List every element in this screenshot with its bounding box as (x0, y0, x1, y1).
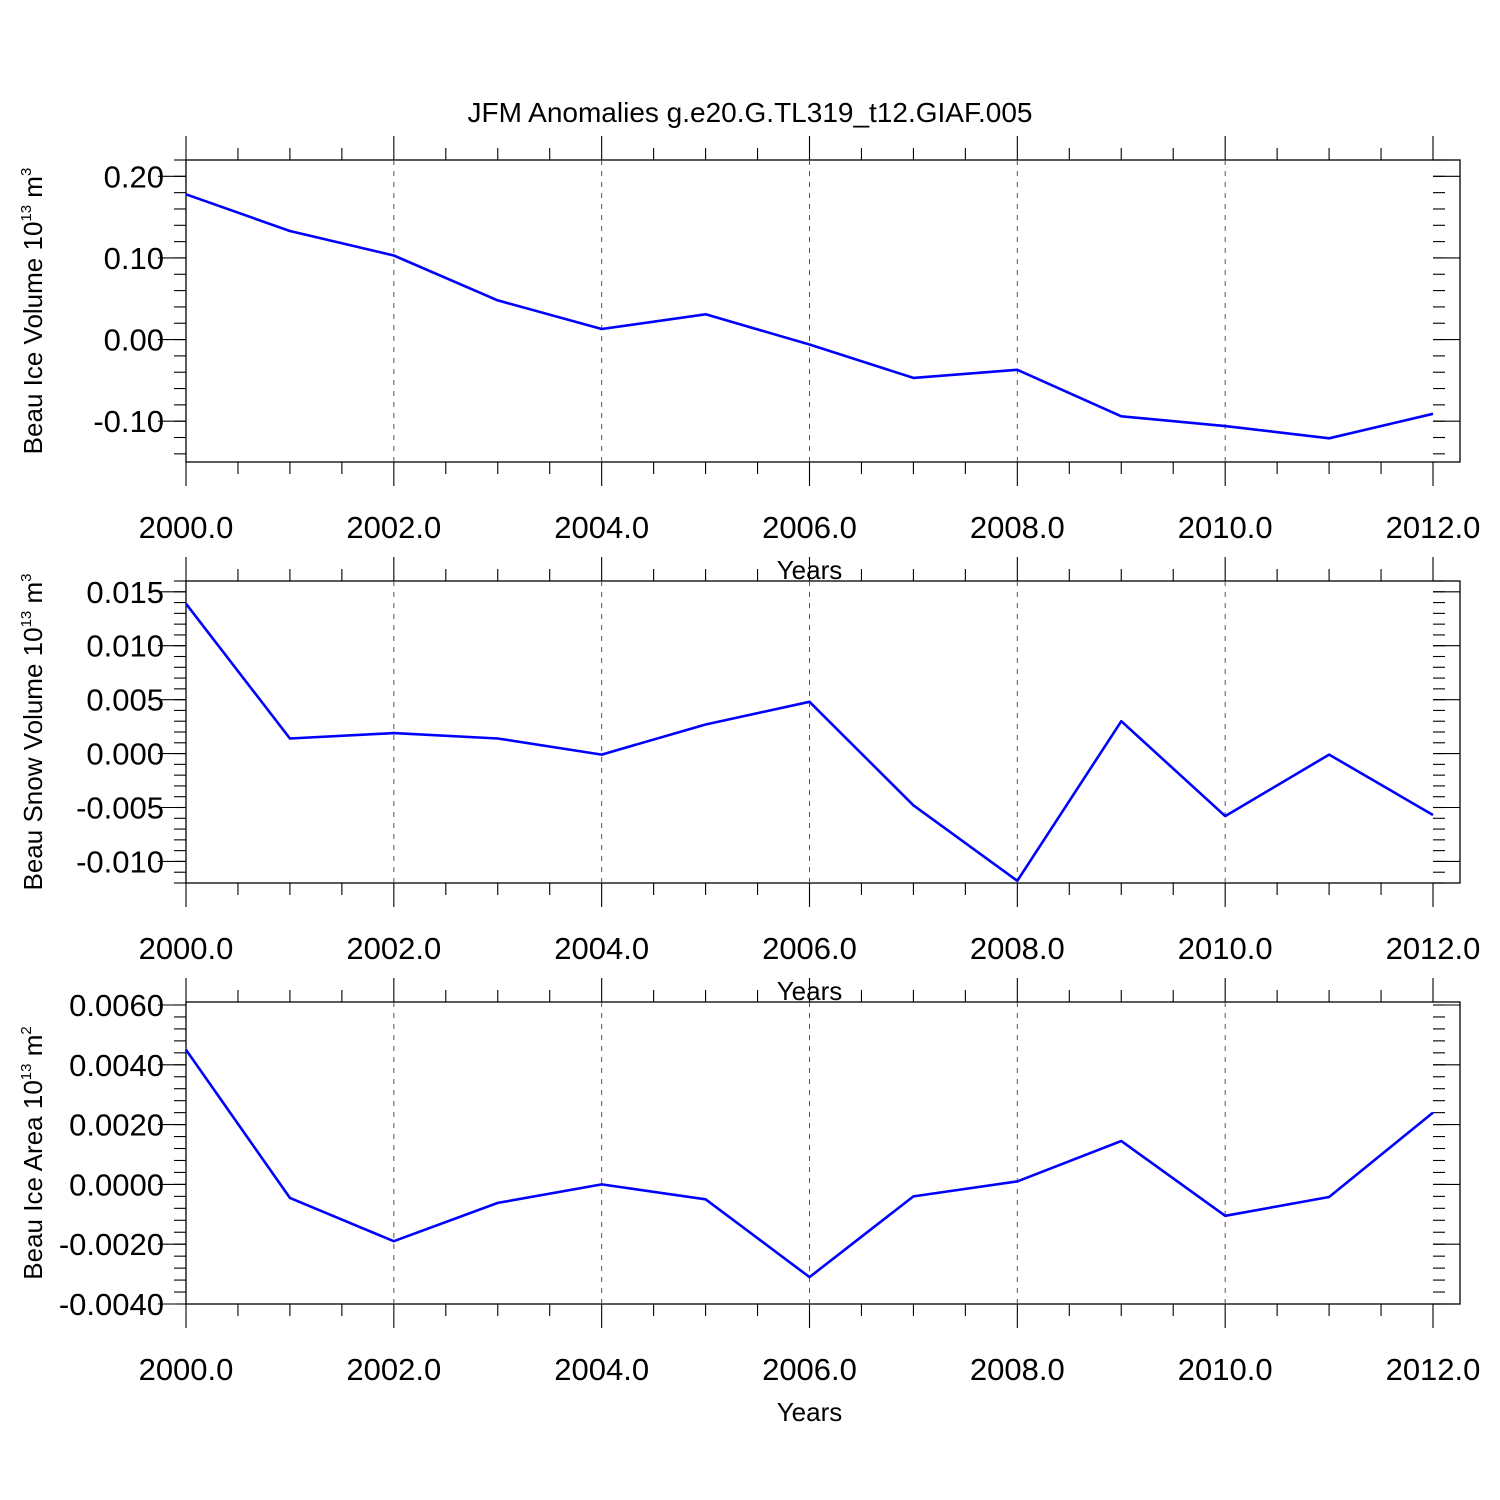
x-tick-label: 2010.0 (1178, 931, 1273, 966)
x-tick-label: 2008.0 (970, 931, 1065, 966)
y-axis-label-text: m (18, 176, 48, 205)
y-tick-label: 0.20 (104, 159, 164, 194)
y-axis-label-superscript: 13 (18, 611, 35, 628)
x-tick-label: 2012.0 (1386, 1352, 1481, 1387)
x-tick-label: 2010.0 (1178, 510, 1273, 545)
y-tick-label: 0.10 (104, 241, 164, 276)
x-tick-label: 2006.0 (762, 931, 857, 966)
y-axis-label-superscript: 3 (18, 574, 35, 582)
y-tick-label: 0.0000 (69, 1167, 164, 1202)
y-axis-label-text: Beau Snow Volume 10 (18, 627, 48, 890)
y-tick-label: 0.010 (86, 629, 164, 664)
y-axis-label-superscript: 3 (18, 168, 35, 176)
panel-1: 2000.0 2002.0 2004.0 2006.0 2008.0 2010.0 2012… (18, 136, 1480, 585)
y-tick-label: 0.0020 (69, 1108, 164, 1143)
plot-frame (185, 1001, 1461, 1305)
series-line (184, 602, 1434, 883)
figure-title: JFM Anomalies g.e20.G.TL319_t12.GIAF.005 (468, 97, 1033, 128)
y-axis-label-text: Beau Ice Area 10 (18, 1080, 48, 1279)
x-tick-label: 2000.0 (139, 931, 234, 966)
y-axis-label-superscript: 13 (18, 205, 35, 222)
x-tick-label: 2002.0 (346, 510, 441, 545)
y-axis-label-text: Beau Ice Volume 10 (18, 222, 48, 455)
y-tick-label: -0.0020 (59, 1227, 164, 1262)
y-tick-label: -0.005 (76, 791, 164, 826)
y-tick-label: -0.010 (76, 844, 164, 879)
x-tick-label: 2012.0 (1386, 931, 1481, 966)
y-tick-label: 0.015 (86, 575, 164, 610)
y-tick-label: 0.005 (86, 683, 164, 718)
y-tick-label: 0.000 (86, 737, 164, 772)
x-tick-label: 2004.0 (554, 510, 649, 545)
y-axis-label: Beau Snow Volume 1013 m3 (18, 574, 48, 891)
panel-2: 2000.0 2002.0 2004.0 2006.0 2008.0 2010.0 2012… (18, 557, 1480, 1006)
y-tick-label: 0.0040 (69, 1048, 164, 1083)
x-tick-label: 2008.0 (970, 1352, 1065, 1387)
y-axis-label-text: m (18, 1035, 48, 1064)
x-tick-label: 2000.0 (139, 510, 234, 545)
x-tick-label: 2010.0 (1178, 1352, 1273, 1387)
plot-frame (185, 159, 1461, 463)
x-tick-label: 2006.0 (762, 510, 857, 545)
x-tick-label: 2004.0 (554, 931, 649, 966)
panel-3: 2000.0 2002.0 2004.0 2006.0 2008.0 2010.0 2012… (18, 978, 1480, 1427)
y-axis-label-superscript: 2 (18, 1026, 35, 1034)
x-axis-label: Years (777, 1397, 843, 1427)
x-tick-label: 2002.0 (346, 1352, 441, 1387)
y-axis-label-text: m (18, 582, 48, 611)
x-tick-label: 2004.0 (554, 1352, 649, 1387)
x-tick-label: 2008.0 (970, 510, 1065, 545)
y-axis-label-superscript: 13 (18, 1064, 35, 1081)
y-axis-label: Beau Ice Volume 1013 m3 (18, 168, 48, 455)
panels: 2000.0 2002.0 2004.0 2006.0 2008.0 2010.0 2012… (18, 136, 1480, 1427)
x-tick-label: 2000.0 (139, 1352, 234, 1387)
y-tick-label: -0.0040 (59, 1287, 164, 1322)
x-tick-label: 2012.0 (1386, 510, 1481, 545)
series-line (184, 1049, 1434, 1279)
y-axis-label: Beau Ice Area 1013 m2 (18, 1026, 48, 1279)
y-tick-label: 0.00 (104, 323, 164, 358)
plot-frame (185, 580, 1461, 884)
y-tick-label: -0.10 (93, 404, 164, 439)
y-tick-label: 0.0060 (69, 988, 164, 1023)
x-tick-label: 2006.0 (762, 1352, 857, 1387)
x-tick-label: 2002.0 (346, 931, 441, 966)
series-line (185, 193, 1434, 440)
